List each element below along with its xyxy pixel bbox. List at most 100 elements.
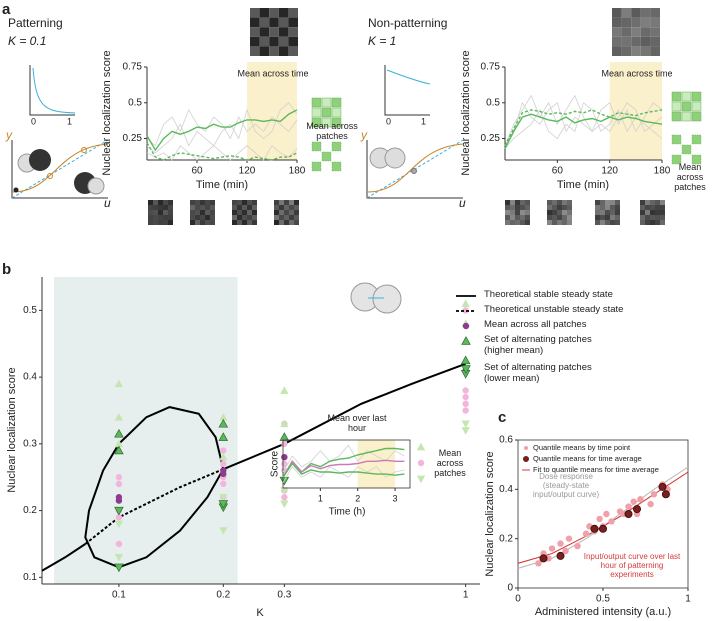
image-tile	[515, 220, 520, 225]
patch-icon	[691, 111, 702, 122]
image-tile	[595, 200, 600, 205]
patch-icon	[681, 91, 692, 102]
image-tile	[621, 46, 632, 56]
image-tile	[621, 17, 632, 28]
image-tile	[650, 17, 660, 28]
point	[220, 480, 227, 488]
highlight-band	[54, 277, 238, 584]
image-tile	[562, 205, 567, 210]
y-tick-label: 0.1	[23, 572, 37, 583]
image-tile	[610, 205, 615, 210]
image-tile	[200, 215, 205, 220]
patch-icon	[331, 117, 342, 128]
image-tile	[259, 46, 270, 56]
patch-icon	[671, 134, 682, 145]
image-tile	[237, 210, 242, 215]
image-tile	[195, 200, 200, 205]
x-axis-label: Time (min)	[196, 179, 248, 191]
image-tile	[610, 210, 615, 215]
image-tile	[612, 8, 622, 18]
legend-swatch	[524, 446, 528, 450]
patch-icon	[671, 91, 682, 102]
image-tile	[200, 200, 205, 205]
image-tile	[250, 36, 260, 47]
image-tile	[168, 215, 173, 220]
y-tick-label: 0.3	[23, 438, 37, 449]
image-tile	[510, 215, 515, 220]
glyph	[416, 442, 426, 451]
image-tile	[612, 17, 622, 28]
series-line	[146, 109, 298, 152]
y-axis-label: Nuclear localization score	[460, 50, 472, 175]
image-tile	[289, 210, 294, 215]
point	[582, 530, 590, 537]
image-tile	[510, 200, 515, 205]
image-tile	[505, 200, 510, 205]
image-tile	[153, 220, 158, 225]
x-tick-label: 0.3	[277, 590, 291, 601]
point	[281, 494, 288, 501]
image-tile	[232, 215, 237, 220]
legend-label: Set of alternating patches (lower mean)	[484, 362, 592, 384]
patch-icon	[331, 141, 342, 152]
image-tile	[547, 205, 552, 210]
point	[650, 491, 658, 498]
point	[633, 505, 642, 514]
image-tile	[650, 8, 660, 18]
image-tile	[163, 205, 168, 210]
image-tile	[274, 220, 279, 225]
image-tile	[640, 27, 651, 37]
image-tile	[562, 215, 567, 220]
point	[279, 432, 290, 441]
patch-icon	[691, 91, 702, 102]
image-tile	[631, 36, 641, 47]
image-tile	[163, 215, 168, 220]
image-tile	[200, 205, 205, 210]
image-tile	[612, 46, 622, 56]
image-tile	[153, 215, 158, 220]
image-tile	[289, 205, 294, 210]
highlight-band	[247, 62, 297, 160]
image-tile	[205, 215, 210, 220]
image-tile	[269, 27, 279, 37]
image-tile	[158, 215, 163, 220]
image-tile	[190, 210, 195, 215]
image-tile	[274, 210, 279, 215]
image-tile	[168, 205, 173, 210]
image-tile	[650, 220, 655, 225]
x-tick-label: 1	[318, 493, 323, 503]
patch-icon	[331, 107, 342, 118]
image-tile	[289, 220, 294, 225]
image-tile	[515, 210, 520, 215]
patch-icon	[331, 97, 342, 108]
image-tile	[621, 36, 632, 47]
point	[114, 445, 124, 455]
point	[115, 514, 123, 521]
glyph	[416, 475, 426, 484]
image-tile	[605, 215, 610, 220]
image-tile	[294, 205, 299, 210]
annotation: Input/output curve over last hour of pat…	[583, 552, 681, 579]
image-tile	[631, 27, 641, 37]
y-axis-label: Nuclear localization score	[6, 367, 18, 492]
image-tile	[247, 205, 252, 210]
series-line	[504, 102, 663, 149]
point	[280, 419, 289, 428]
panel-label: c	[498, 409, 506, 426]
image-tile	[595, 215, 600, 220]
x-tick-label: 120	[239, 166, 256, 177]
point	[462, 393, 469, 401]
image-tile	[279, 205, 284, 210]
image-tile	[552, 215, 557, 220]
panel-label: b	[2, 261, 11, 278]
image-tile	[640, 220, 645, 225]
image-tile	[250, 17, 260, 28]
x-axis-label: Time (h)	[329, 507, 366, 518]
series-line	[504, 94, 663, 146]
legend-swatch	[461, 336, 471, 345]
image-tile	[259, 36, 270, 47]
point	[603, 510, 610, 518]
image-tile	[210, 210, 215, 215]
point	[608, 518, 615, 525]
image-tile	[520, 210, 525, 215]
